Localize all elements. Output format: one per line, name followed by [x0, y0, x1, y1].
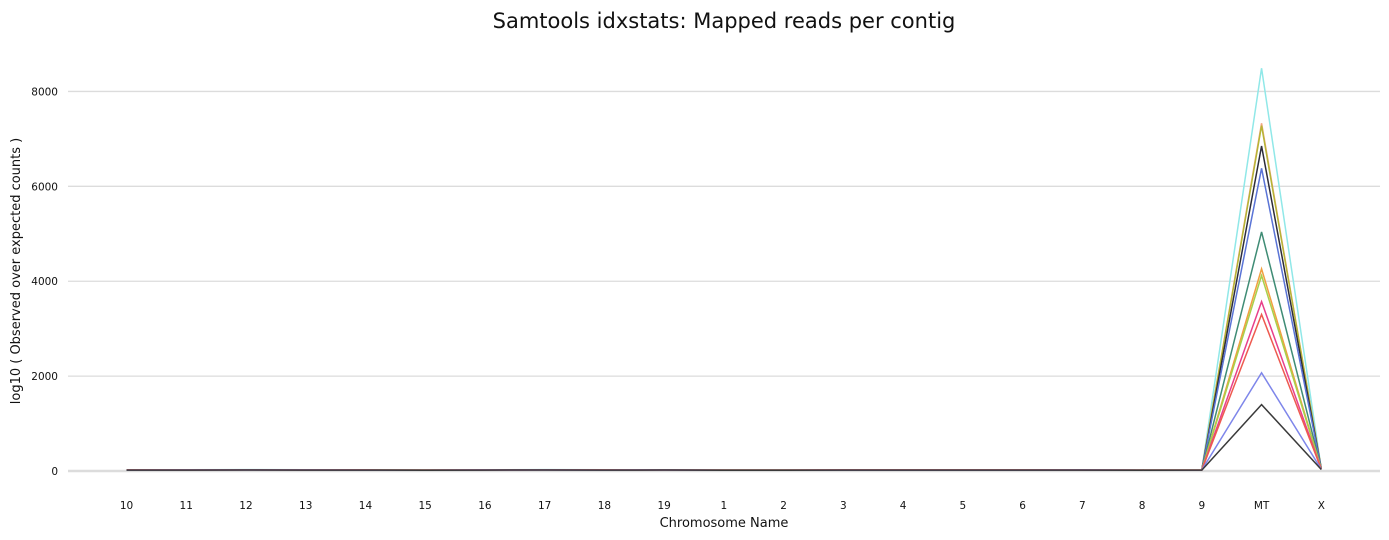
y-tick-label: 6000 — [31, 181, 58, 193]
gridlines — [68, 90, 1380, 473]
series-line-9[interactable] — [126, 299, 1323, 471]
series-line-11[interactable] — [126, 371, 1322, 471]
x-tick-label: X — [1318, 500, 1325, 512]
x-tick-label: 14 — [359, 500, 373, 512]
series-line-7[interactable] — [126, 266, 1323, 471]
series-line-10[interactable] — [126, 312, 1322, 471]
x-tick-label: 1 — [721, 500, 728, 512]
y-tick-label: 4000 — [31, 276, 58, 288]
x-axis-label: Chromosome Name — [660, 516, 789, 531]
x-tick-label: 12 — [239, 500, 252, 512]
y-tick-label: 2000 — [31, 371, 58, 383]
series-line-3[interactable] — [126, 125, 1323, 471]
x-tick-label: 7 — [1079, 500, 1086, 512]
series-line-1[interactable] — [126, 68, 1323, 471]
series-line-6[interactable] — [126, 231, 1323, 471]
x-tick-label: 13 — [299, 500, 312, 512]
y-tick-labels: 0 2000 4000 6000 8000 — [31, 86, 58, 478]
series-line-5[interactable] — [126, 168, 1323, 471]
x-tick-label: 19 — [657, 500, 670, 512]
x-tick-label: 4 — [900, 500, 907, 512]
series-lines — [126, 68, 1323, 471]
x-tick-label: 5 — [960, 500, 967, 512]
series-line-8[interactable] — [126, 272, 1323, 471]
series-line-12[interactable] — [126, 403, 1322, 471]
chart-title: Samtools idxstats: Mapped reads per cont… — [493, 9, 956, 33]
x-tick-label: 3 — [840, 500, 847, 512]
x-tick-label: 16 — [478, 500, 492, 512]
series-line-2[interactable] — [126, 123, 1323, 471]
y-axis-label: log10 ( Observed over expected counts ) — [9, 138, 24, 405]
x-tick-label: 10 — [120, 500, 133, 512]
x-tick-label: 17 — [538, 500, 551, 512]
x-tick-label: 11 — [180, 500, 193, 512]
x-tick-labels: 10 11 12 13 14 15 16 17 18 19 1 2 3 4 5 6 7 8 9 MT X — [120, 500, 1325, 512]
x-tick-label: 15 — [419, 500, 432, 512]
y-tick-label: 0 — [51, 466, 58, 478]
series-line-4[interactable] — [126, 145, 1323, 471]
x-tick-label: 9 — [1198, 500, 1205, 512]
x-tick-label: MT — [1254, 500, 1270, 512]
x-tick-label: 2 — [780, 500, 787, 512]
x-tick-label: 6 — [1019, 500, 1026, 512]
x-tick-label: 8 — [1139, 500, 1146, 512]
x-tick-label: 18 — [598, 500, 611, 512]
y-tick-label: 8000 — [31, 86, 58, 98]
